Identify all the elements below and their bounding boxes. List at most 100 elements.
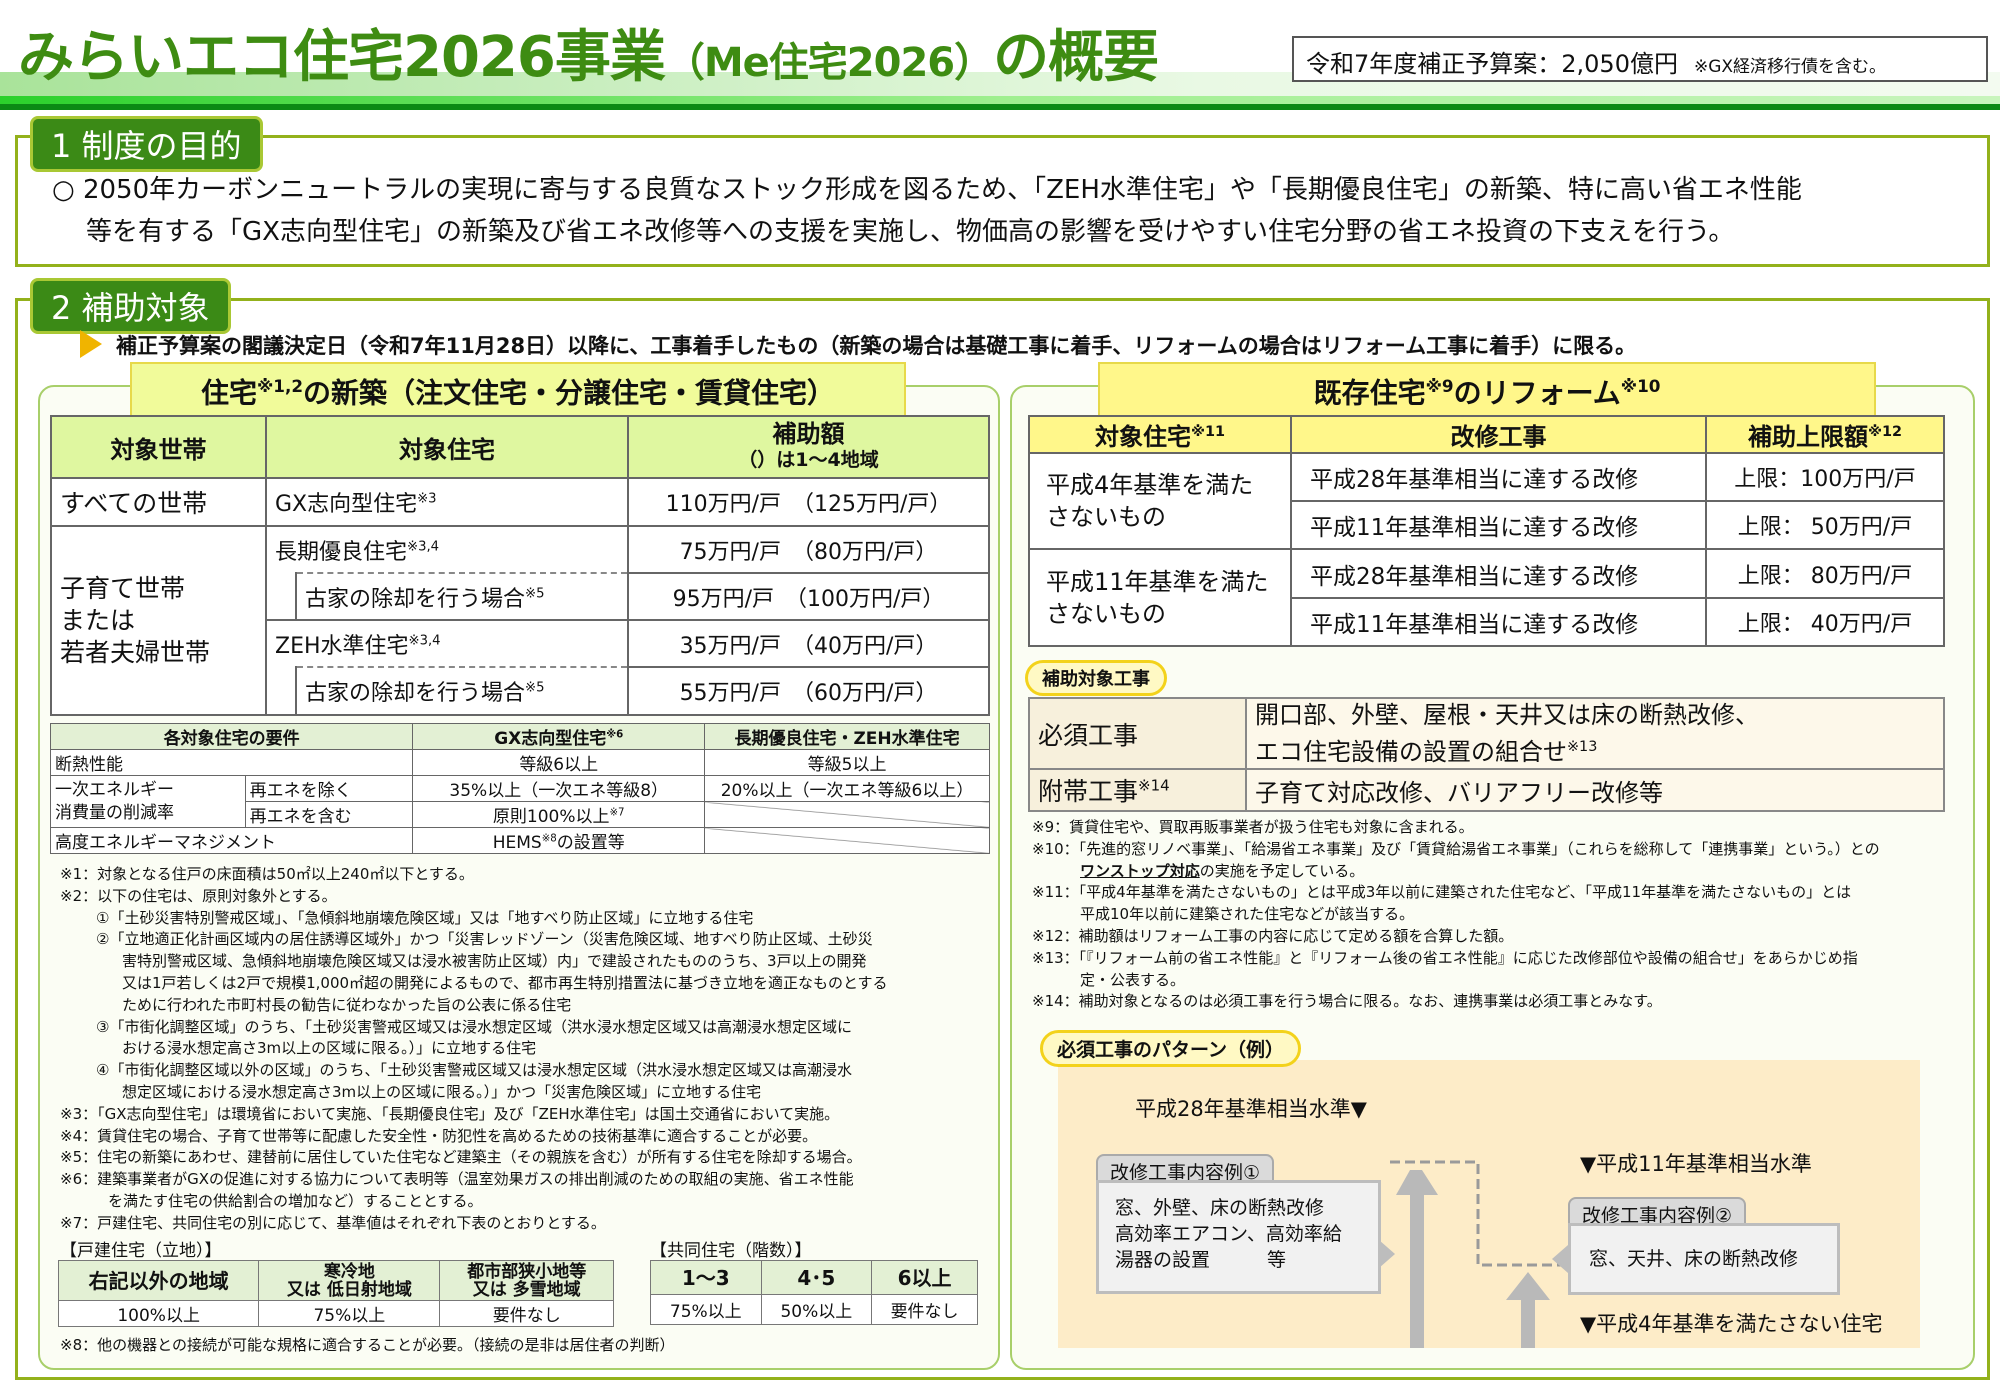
reform-header-limit: 補助上限額※12: [1705, 415, 1945, 454]
amount-cell: 110万円/戸 （125万円/戸）: [627, 477, 990, 527]
note-line: ※12：補助額はリフォーム工事の内容に応じて定める額を合算した額。: [1032, 926, 1880, 948]
section-targets-tab: 2 補助対象: [30, 278, 231, 334]
note-line: ために行われた市町村長の勧告に従わなかった旨の公表に係る住宅: [60, 995, 888, 1017]
header-household: 対象世帯: [50, 415, 267, 479]
note-line: 又は1戸若しくは2戸で規模1,000㎡超の開発によるもので、都市再生特別措置法に…: [60, 973, 888, 995]
note-line: ※4：賃貸住宅の場合、子育て世帯等に配慮した安全性・防犯性を高めるための技術基準…: [60, 1126, 888, 1148]
house-cell: 古家の除却を行う場合※5: [295, 572, 629, 621]
note-text: ※2：以下の住宅は、原則対象外とする。: [60, 886, 337, 905]
reform-limit: 上限： 80万円/戸: [1705, 548, 1945, 599]
note-line: ※3：「GX志向型住宅」は環境省において実施、「長期優良住宅」及び「ZEH水準住…: [60, 1104, 888, 1126]
amount-cell: 35万円/戸 （40万円/戸）: [627, 619, 990, 668]
header-amount: 補助額 （）は1～4地域: [627, 415, 990, 479]
budget-box: 令和7年度補正予算案：2,050億円 ※GX経済移行債を含む。: [1292, 36, 1988, 82]
heading-text: の新築（注文住宅・分譲住宅・賃貸住宅）: [303, 376, 836, 410]
amount-cell: 75万円/戸 （80万円/戸）: [627, 525, 990, 574]
table-row: 子育て世帯 または 若者夫婦世帯 長期優良住宅※3,4 75万円/戸 （80万円/戸）: [50, 525, 990, 716]
level-h4: ▼平成4年基準を満たさない住宅: [1580, 1312, 1883, 1336]
note-text: ために行われた市町村長の勧告に従わなかった旨の公表に係る住宅: [122, 995, 572, 1014]
note-line: ※1：対象となる住戸の床面積は50㎡以上240㎡以下とする。: [60, 864, 888, 886]
collective-value: 75%以上: [650, 1294, 762, 1325]
arrow-up-icon: [1506, 1272, 1550, 1348]
reform-limit: 上限： 40万円/戸: [1705, 597, 1945, 647]
req-empty: [704, 827, 990, 854]
req-value: 原則100%以上※7: [412, 801, 706, 828]
page-title: みらいエコ住宅2026事業（Me住宅2026）の概要: [18, 12, 1159, 93]
note-line: 害特別警戒区域、急傾斜地崩壊危険区域又は浸水被害防止区域）内」で建設されたものの…: [60, 951, 888, 973]
note-line: ※9：賃貸住宅や、買取再販事業者が扱う住宅も対象に含まれる。: [1032, 817, 1880, 839]
note-text: ※5：住宅の新築にあわせ、建替前に居住していた住宅など建築主（その親族を含む）が…: [60, 1148, 862, 1167]
note-line: ※7：戸建住宅、共同住宅の別に応じて、基準値はそれぞれ下表のとおりとする。: [60, 1213, 888, 1235]
triangle-bullet-icon: [80, 330, 102, 358]
req-value: HEMS※8の設置等: [412, 827, 706, 854]
note-text: ④「市街化調整区域以外の区域」のうち、「土砂災害警戒区域又は浸水想定区域（洪水浸…: [96, 1061, 852, 1080]
req-value: 等級5以上: [704, 749, 990, 776]
example1-line: 高効率エアコン、高効率給: [1115, 1223, 1342, 1245]
note-text: 想定区域における浸水想定高さ3m以上の区域に限る。）」かつ「災害危険区域」に立地…: [122, 1082, 762, 1101]
condition-text: 補正予算案の閣議決定日（令和7年11月28日）以降に、工事着手したもの（新築の場…: [116, 334, 1637, 358]
note-text: ※4：賃貸住宅の場合、子育て世帯等に配慮した安全性・防犯性を高めるための技術基準…: [60, 1126, 818, 1145]
req-header-other: 長期優良住宅・ZEH水準住宅: [704, 723, 990, 750]
reform-work: 平成11年基準相当に達する改修: [1290, 500, 1707, 550]
note-line: おける浸水想定高さ3m以上の区域に限る。）」に立地する住宅: [60, 1038, 888, 1060]
callout-pointer: [1552, 1245, 1568, 1273]
table-row: ZEH水準住宅※3,4 35万円/戸 （40万円/戸）: [51, 619, 990, 668]
header-band-light: [0, 96, 2000, 106]
note-8: ※8：他の機器との接続が可能な規格に適合することが必要。（接続の是非は居住者の判…: [60, 1336, 675, 1354]
household-all: すべての世帯: [50, 477, 267, 527]
req-value: 等級6以上: [412, 749, 706, 776]
house-cell: GX志向型住宅※3: [265, 477, 629, 527]
reform-heading: 既存住宅※9のリフォーム※10: [1098, 362, 1876, 418]
works-pill: 補助対象工事: [1025, 660, 1167, 696]
detached-table: 右記以外の地域 寒冷地 又は 低日射地域 都市部狭小地等 又は 多雪地域 100%以上 7…: [57, 1260, 614, 1327]
detached-header: 都市部狭小地等 又は 多雪地域: [439, 1260, 614, 1301]
detached-header: 右記以外の地域: [57, 1260, 260, 1301]
header-house: 対象住宅: [265, 415, 629, 479]
title-end: の概要: [993, 25, 1159, 90]
note-line: ※13：「『リフォーム前の省エネ性能』と『リフォーム後の省エネ性能』に応じた改修…: [1032, 948, 1880, 970]
detached-value: 100%以上: [57, 1300, 260, 1327]
notes-right: ※9：賃貸住宅や、買取再販事業者が扱う住宅も対象に含まれる。 ※10：「先進的窓リ…: [1032, 817, 1880, 1013]
collective-header: 6以上: [871, 1260, 978, 1295]
reform-work: 平成28年基準相当に達する改修: [1290, 452, 1707, 502]
req-value: 20%以上（一次エネ等級6以上）: [704, 775, 990, 802]
collective-value: 50%以上: [760, 1294, 873, 1325]
req-empty: [704, 801, 990, 828]
req-label: 一次エネルギー 消費量の削減率: [50, 775, 246, 828]
section-purpose-tab: 1 制度の目的: [30, 116, 263, 172]
reform-limit: 上限： 50万円/戸: [1705, 500, 1945, 550]
note-line: ※5：住宅の新築にあわせ、建替前に居住していた住宅など建築主（その親族を含む）が…: [60, 1147, 888, 1169]
reform-header-target: 対象住宅※11: [1028, 415, 1292, 454]
collective-header: 1～3: [650, 1260, 762, 1295]
requirements-table: 各対象住宅の要件 GX志向型住宅※6 長期優良住宅・ZEH水準住宅 断熱性能 等級6以…: [49, 723, 990, 854]
house-cell: ZEH水準住宅※3,4: [265, 619, 629, 667]
table-row: 古家の除却を行う場合※5 95万円/戸 （100万円/戸）: [51, 572, 990, 621]
detached-value: 75%以上: [258, 1300, 441, 1327]
req-value: 35%以上（一次エネ等級8）: [412, 775, 706, 802]
budget-amount: 令和7年度補正予算案：2,050億円: [1306, 50, 1678, 78]
section-purpose: [15, 135, 1990, 267]
example2-box: 窓、天井、床の断熱改修: [1568, 1223, 1840, 1295]
req-header-gx: GX志向型住宅※6: [412, 723, 706, 750]
newbuild-heading: 住宅※1,2の新築（注文住宅・分譲住宅・賃貸住宅）: [130, 362, 906, 418]
note-line: ※2：以下の住宅は、原則対象外とする。: [60, 886, 888, 908]
collective-label: 【共同住宅（階数）】: [650, 1241, 812, 1261]
note-text: の実施を予定している。: [1199, 861, 1365, 880]
note-line: を満たす住宅の供給割合の増加など）することとする。: [60, 1191, 888, 1213]
newbuild-table: 対象世帯 対象住宅 補助額 （）は1～4地域 すべての世帯 GX志向型住宅※3 110万円…: [50, 415, 990, 716]
note-text: ※14：補助対象となるのは必須工事を行う場合に限る。なお、連携事業は必須工事とみ…: [1032, 992, 1662, 1011]
pattern-pill: 必須工事のパターン（例）: [1040, 1030, 1302, 1067]
note-text: を満たす住宅の供給割合の増加など）することとする。: [108, 1191, 483, 1210]
note-line: ④「市街化調整区域以外の区域」のうち、「土砂災害警戒区域又は浸水想定区域（洪水浸…: [60, 1060, 888, 1082]
level-h28: 平成28年基準相当水準▼: [1135, 1097, 1367, 1121]
house-cell: 長期優良住宅※3,4: [265, 525, 629, 573]
header-band-dark: [0, 104, 2000, 110]
heading-text: 住宅: [200, 376, 257, 410]
required-text: 開口部、外壁、屋根・天井又は床の断熱改修、 エコ住宅設備の設置の組合せ※13: [1245, 697, 1945, 770]
amount-cell: 55万円/戸 （60万円/戸）: [627, 666, 990, 716]
note-line: ※6：建築事業者がGXの促進に対する協力について表明等（温室効果ガスの排出削減の…: [60, 1169, 888, 1191]
additional-label: 附帯工事※14: [1028, 768, 1247, 812]
note-line: 想定区域における浸水想定高さ3m以上の区域に限る。）」かつ「災害危険区域」に立地…: [60, 1082, 888, 1104]
note-text: ※3：「GX志向型住宅」は環境省において実施、「長期優良住宅」及び「ZEH水準住…: [60, 1104, 840, 1123]
note-text: ※7：戸建住宅、共同住宅の別に応じて、基準値はそれぞれ下表のとおりとする。: [60, 1213, 606, 1232]
